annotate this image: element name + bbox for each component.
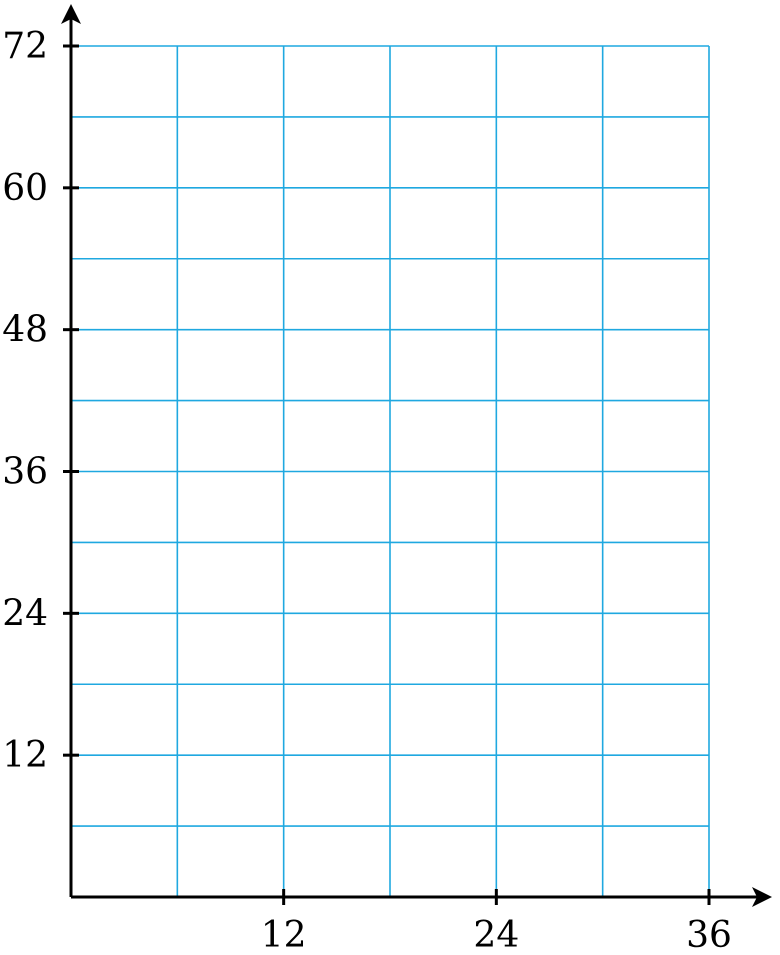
- grid: [71, 45, 710, 897]
- x-tick-label: 24: [473, 915, 519, 955]
- x-tick-label: 36: [686, 915, 732, 955]
- axes: [61, 4, 772, 907]
- y-tick-label: 24: [2, 593, 48, 634]
- y-tick-label: 60: [2, 168, 48, 209]
- x-tick-label: 12: [261, 915, 307, 955]
- y-tick-label: 72: [2, 26, 48, 67]
- x-axis-arrow: [752, 887, 772, 907]
- y-tick-label: 48: [2, 310, 48, 351]
- ticks: 12 24 36 12 24 36 48 60 72: [2, 26, 732, 955]
- y-tick-label: 12: [2, 735, 48, 776]
- y-tick-label: 36: [2, 452, 48, 493]
- y-axis-arrow: [61, 4, 81, 24]
